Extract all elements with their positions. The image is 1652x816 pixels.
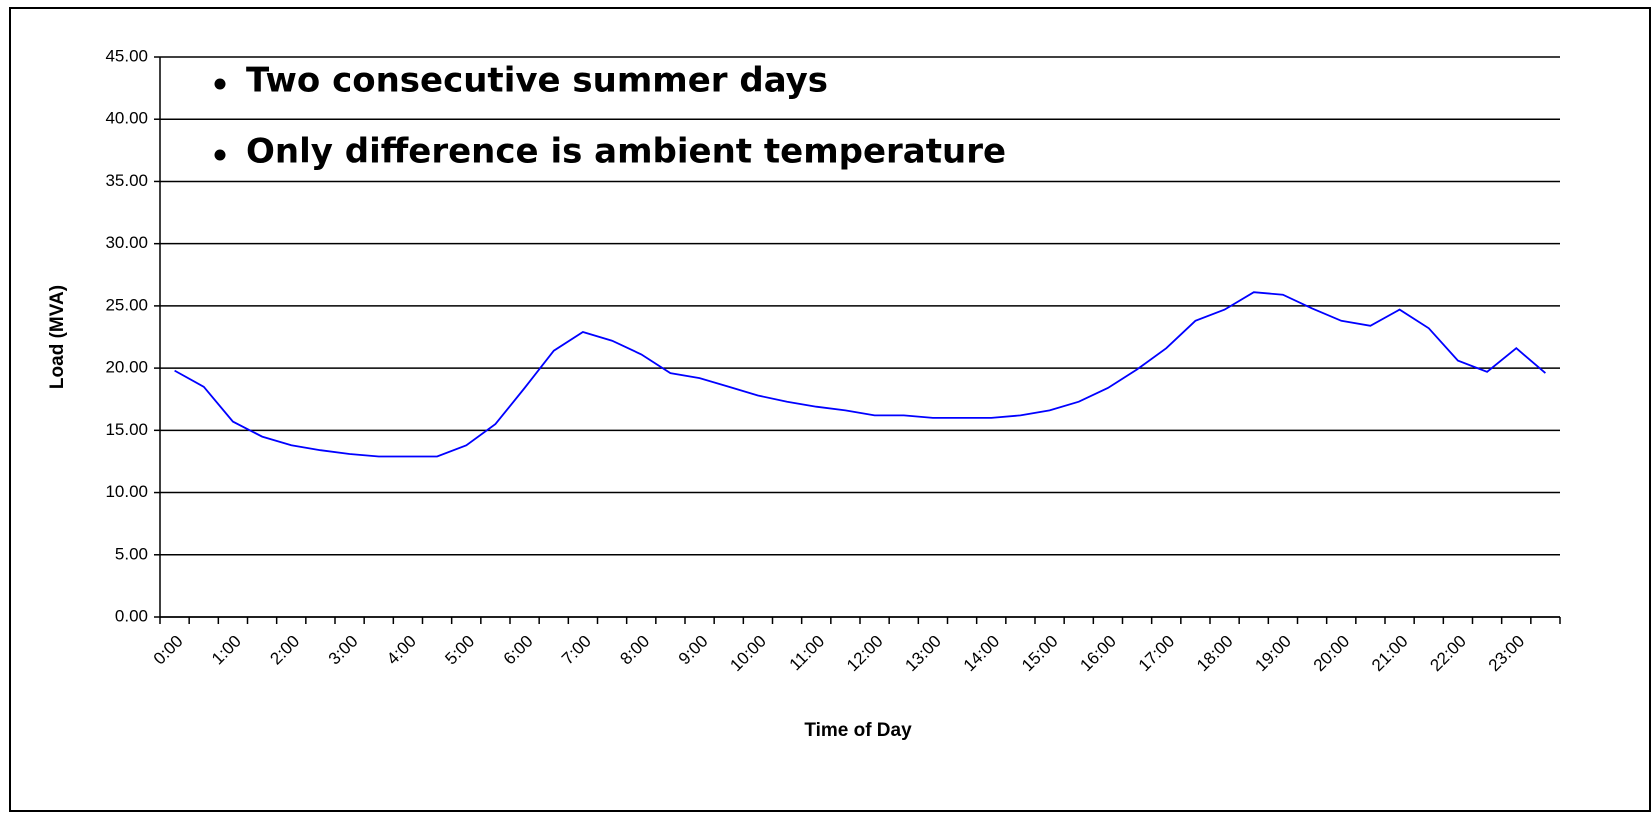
annotation: Only difference is ambient temperature [246,132,1006,172]
y-tick-label: 25.00 [105,295,148,314]
annotation: Two consecutive summer days [246,61,828,101]
y-tick-label: 15.00 [105,420,148,439]
y-tick-label: 10.00 [105,482,148,501]
y-tick-label: 35.00 [105,171,148,190]
y-tick-label: 0.00 [115,606,148,625]
y-axis-title: Load (MVA) [47,285,68,389]
y-tick-label: 45.00 [105,46,148,65]
y-tick-label: 30.00 [105,233,148,252]
data-line [174,291,1546,458]
y-tick-label: 5.00 [115,544,148,563]
y-tick-label: 20.00 [105,358,148,377]
x-axis-title: Time of Day [804,720,912,741]
y-tick-label: 40.00 [105,109,148,128]
bullet [214,149,226,161]
chart-frame [9,7,1651,812]
bullet [214,78,226,90]
